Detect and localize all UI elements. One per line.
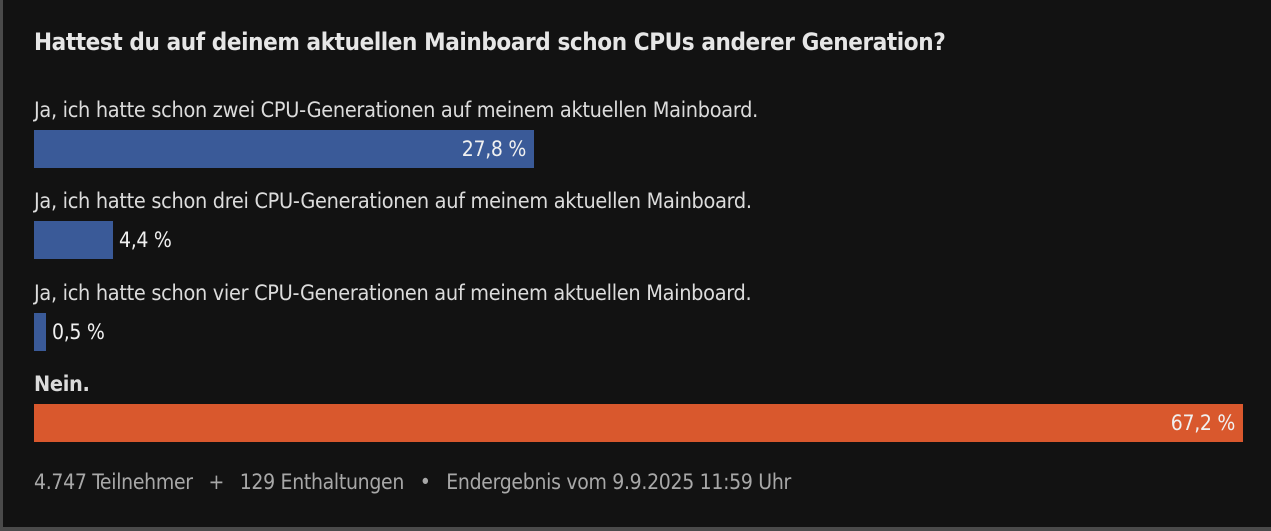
option-label: Ja, ich hatte schon zwei CPU-Generatione… (34, 98, 758, 123)
result-bar (34, 404, 1243, 442)
separator-plus: + (208, 470, 224, 494)
result-bar (34, 313, 46, 351)
value-label: 4,4 % (119, 228, 172, 252)
value-label: 0,5 % (52, 320, 105, 344)
result-bar (34, 221, 113, 259)
value-label: 67,2 % (1170, 411, 1236, 435)
poll-option: Ja, ich hatte schon zwei CPU-Generatione… (34, 96, 1243, 168)
result-bar (34, 130, 534, 168)
result-timestamp: Endergebnis vom 9.9.2025 11:59 Uhr (446, 470, 791, 494)
bar-row: 27,8 % (34, 130, 1243, 168)
poll-option: Ja, ich hatte schon vier CPU-Generatione… (34, 279, 1243, 351)
separator-dot: • (419, 470, 431, 494)
option-label: Ja, ich hatte schon drei CPU-Generatione… (34, 189, 752, 214)
poll-option: Nein. 67,2 % (34, 370, 1243, 442)
bar-row: 67,2 % (34, 404, 1243, 442)
value-label: 27,8 % (461, 137, 527, 161)
option-label: Ja, ich hatte schon vier CPU-Generatione… (34, 281, 752, 306)
poll-footer: 4.747 Teilnehmer + 129 Enthaltungen • En… (34, 470, 801, 494)
poll-title: Hattest du auf deinem aktuellen Mainboar… (34, 28, 946, 56)
poll-option: Ja, ich hatte schon drei CPU-Generatione… (34, 187, 1243, 259)
participants-count: 4.747 Teilnehmer (34, 470, 193, 494)
bar-row: 0,5 % (34, 313, 1243, 351)
bar-row: 4,4 % (34, 221, 1243, 259)
abstentions-count: 129 Enthaltungen (239, 470, 405, 494)
option-label: Nein. (34, 372, 90, 397)
